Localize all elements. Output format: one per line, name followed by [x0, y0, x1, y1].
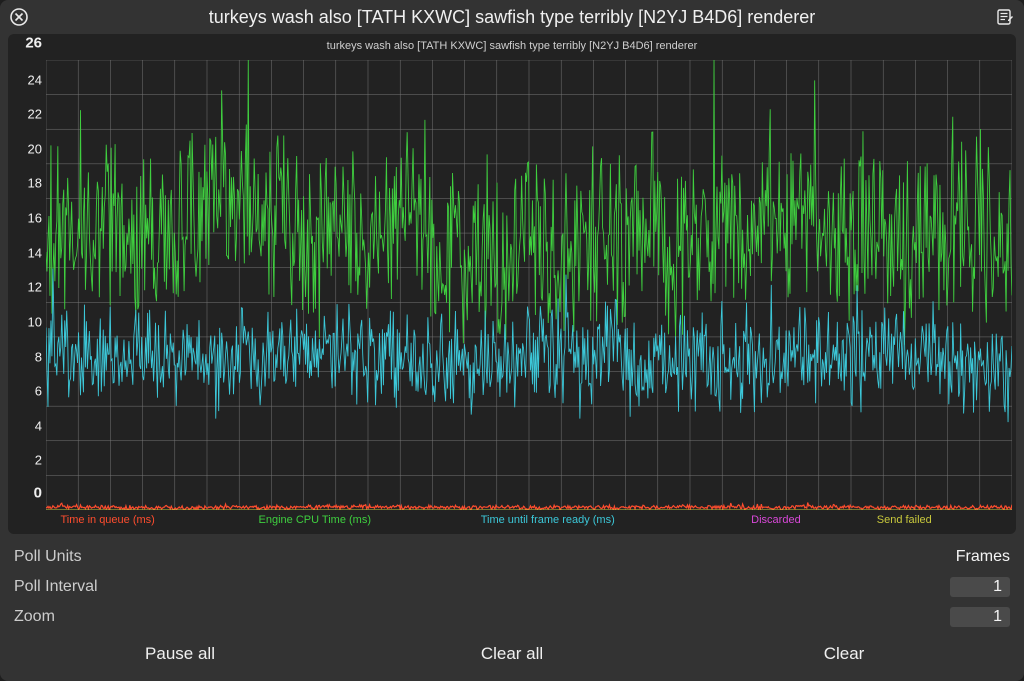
controls-panel: Poll Units Frames Poll Interval 1 Zoom 1…: [0, 534, 1024, 670]
legend-engine_cpu[interactable]: Engine CPU Time (ms): [259, 514, 371, 526]
chart-svg: [46, 60, 1012, 510]
poll-units-label: Poll Units: [14, 548, 930, 566]
y-tick-label: 22: [28, 107, 42, 122]
poll-interval-input[interactable]: 1: [950, 577, 1010, 597]
profiler-window: turkeys wash also [TATH KXWC] sawfish ty…: [0, 0, 1024, 681]
y-tick-label: 12: [28, 280, 42, 295]
button-row: Pause all Clear all Clear: [14, 638, 1010, 670]
legend-discarded[interactable]: Discarded: [751, 514, 801, 526]
zoom-row: Zoom 1: [14, 604, 1010, 630]
y-tick-label: 16: [28, 211, 42, 226]
poll-units-value[interactable]: Frames: [930, 548, 1010, 566]
chart-plot-area: [46, 60, 1012, 510]
chart-legend: Time in queue (ms) Engine CPU Time (ms) Ti…: [46, 514, 1012, 530]
legend-time_in_queue[interactable]: Time in queue (ms): [60, 514, 154, 526]
clear-all-button[interactable]: Clear all: [346, 640, 678, 668]
legend-frame_ready[interactable]: Time until frame ready (ms): [481, 514, 615, 526]
y-tick-label: 24: [28, 72, 42, 87]
close-icon: [10, 8, 28, 26]
note-edit-icon: [996, 8, 1014, 26]
y-tick-label: 4: [35, 418, 42, 433]
poll-interval-row: Poll Interval 1: [14, 574, 1010, 600]
pause-all-button[interactable]: Pause all: [14, 640, 346, 668]
y-tick-label: 2: [35, 453, 42, 468]
y-tick-label: 26: [25, 35, 42, 52]
zoom-input[interactable]: 1: [950, 607, 1010, 627]
titlebar: turkeys wash also [TATH KXWC] sawfish ty…: [0, 0, 1024, 34]
y-tick-label: 0: [34, 485, 42, 502]
clear-button[interactable]: Clear: [678, 640, 1010, 668]
y-tick-label: 10: [28, 314, 42, 329]
y-tick-label: 20: [28, 141, 42, 156]
y-tick-label: 6: [35, 384, 42, 399]
window-title: turkeys wash also [TATH KXWC] sawfish ty…: [0, 7, 1024, 28]
y-axis: 02468101214161820222426: [8, 60, 46, 510]
settings-button[interactable]: [994, 6, 1016, 28]
chart-subtitle: turkeys wash also [TATH KXWC] sawfish ty…: [8, 40, 1016, 52]
poll-interval-label: Poll Interval: [14, 578, 950, 596]
close-button[interactable]: [8, 6, 30, 28]
y-tick-label: 14: [28, 245, 42, 260]
zoom-label: Zoom: [14, 608, 950, 626]
y-tick-label: 18: [28, 176, 42, 191]
y-tick-label: 8: [35, 349, 42, 364]
poll-units-row: Poll Units Frames: [14, 544, 1010, 570]
legend-send_failed[interactable]: Send failed: [877, 514, 932, 526]
chart-panel: turkeys wash also [TATH KXWC] sawfish ty…: [8, 34, 1016, 534]
